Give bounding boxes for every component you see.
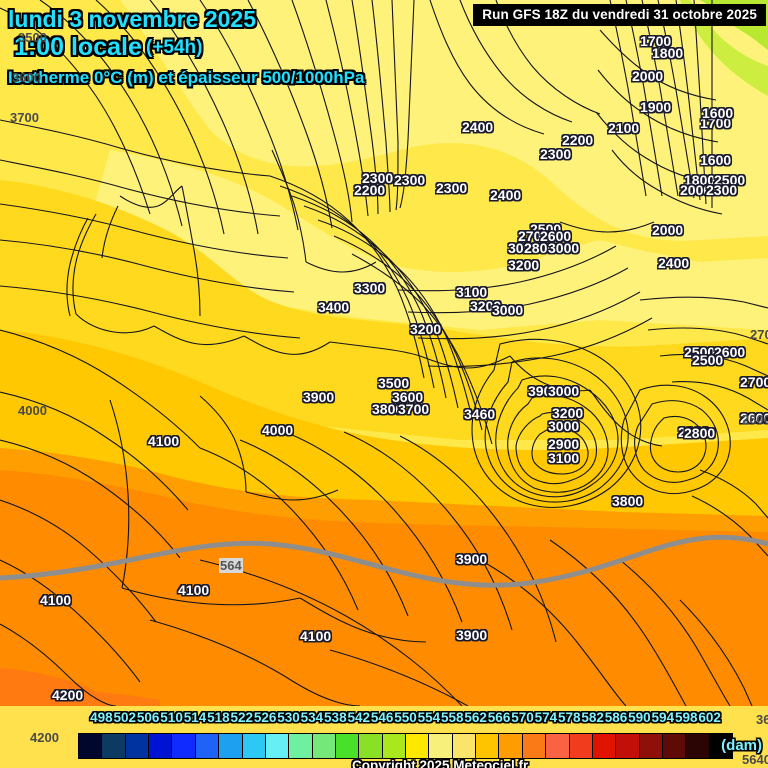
color-swatch[interactable] — [195, 734, 220, 758]
color-scale-tick: 602 — [698, 710, 721, 725]
color-swatch[interactable] — [639, 734, 663, 758]
forecast-date-label: lundi 3 novembre 2025 — [8, 6, 256, 32]
color-swatch[interactable] — [686, 734, 710, 758]
shade-band-orange-strong — [0, 470, 768, 706]
color-swatch[interactable] — [382, 734, 407, 758]
color-scale-bar[interactable] — [78, 733, 733, 759]
color-scale-tick: 518 — [207, 710, 230, 725]
shade-band-orange-dark-2 — [0, 668, 100, 706]
color-swatch[interactable] — [102, 734, 126, 758]
shade-band-pale-2 — [90, 150, 768, 330]
color-scale-legend[interactable]: 498 502 506 510 514 518 522 526 530 534 538 542 546 5… — [0, 710, 768, 768]
color-swatch[interactable] — [265, 734, 290, 758]
color-scale-unit-label: (dam) — [721, 737, 762, 754]
color-swatch[interactable] — [359, 734, 383, 758]
color-scale-tick: 566 — [487, 710, 511, 725]
color-scale-tick: 534 — [300, 710, 324, 725]
forecast-time-label: 1:00 locale — [14, 33, 142, 61]
color-scale-tick: 538 — [324, 710, 347, 725]
model-run-banner: Run GFS 18Z du vendredi 31 octobre 2025 — [473, 4, 766, 26]
color-swatch[interactable] — [79, 734, 103, 758]
color-scale-tick: 510 — [160, 710, 183, 725]
thickness-564-label: 564 — [219, 558, 243, 573]
color-scale-tick: 582 — [581, 710, 604, 725]
color-scale-tick: 546 — [370, 710, 394, 725]
copyright-label: Copyright 2025 Meteociel.fr — [352, 758, 529, 768]
color-swatch[interactable] — [289, 734, 313, 758]
color-swatch[interactable] — [616, 734, 640, 758]
color-scale-tick: 558 — [441, 710, 464, 725]
color-scale-tick: 550 — [394, 710, 417, 725]
color-swatch[interactable] — [242, 734, 266, 758]
color-swatch[interactable] — [312, 734, 336, 758]
shade-band-mid — [0, 180, 768, 440]
color-swatch[interactable] — [149, 734, 173, 758]
color-scale-tick: 586 — [604, 710, 628, 725]
color-swatch[interactable] — [429, 734, 453, 758]
color-swatch[interactable] — [569, 734, 593, 758]
color-swatch[interactable] — [522, 734, 547, 758]
color-swatch[interactable] — [125, 734, 150, 758]
color-scale-tick: 530 — [277, 710, 300, 725]
color-swatch[interactable] — [452, 734, 477, 758]
color-scale-tick: 498 — [90, 710, 113, 725]
color-scale-tick: 562 — [464, 710, 487, 725]
color-scale-tick: 506 — [136, 710, 160, 725]
color-swatch[interactable] — [499, 734, 523, 758]
color-scale-tick: 554 — [417, 710, 441, 725]
color-swatch[interactable] — [476, 734, 500, 758]
parameter-label: Isotherme 0°C (m) et épaisseur 500/1000h… — [8, 68, 365, 87]
color-scale-tick: 598 — [674, 710, 698, 725]
color-scale-tick: 542 — [347, 710, 370, 725]
color-swatch[interactable] — [662, 734, 687, 758]
color-scale-tick: 590 — [628, 710, 651, 725]
color-swatch[interactable] — [335, 734, 360, 758]
color-scale-tick: 574 — [534, 710, 558, 725]
color-scale-tick: 578 — [557, 710, 581, 725]
color-scale-tick: 594 — [651, 710, 675, 725]
color-swatch[interactable] — [219, 734, 243, 758]
color-swatch[interactable] — [406, 734, 430, 758]
color-scale-ticks: 498 502 506 510 514 518 522 526 530 534 538 542 546 5… — [0, 710, 768, 732]
forecast-step-label: (+54h) — [146, 37, 203, 58]
color-scale-tick: 502 — [113, 710, 137, 725]
color-swatch[interactable] — [709, 734, 733, 758]
thickness-contours — [0, 0, 768, 706]
color-scale-tick: 514 — [183, 710, 207, 725]
color-scale-tick: 570 — [511, 710, 534, 725]
thickness-564-line — [0, 534, 768, 588]
color-swatch[interactable] — [172, 734, 196, 758]
color-scale-tick: 526 — [253, 710, 277, 725]
color-swatch[interactable] — [592, 734, 617, 758]
color-swatch[interactable] — [546, 734, 570, 758]
color-scale-tick: 522 — [230, 710, 254, 725]
